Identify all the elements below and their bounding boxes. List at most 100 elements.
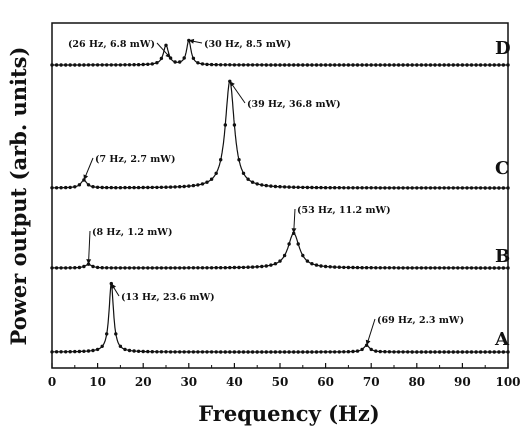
data-point — [200, 350, 205, 354]
data-point — [387, 63, 392, 67]
data-point — [150, 350, 154, 354]
data-point — [105, 266, 109, 270]
data-point — [100, 185, 104, 190]
data-point — [506, 350, 510, 354]
data-point — [82, 349, 86, 353]
data-point — [237, 350, 241, 354]
data-point — [292, 185, 296, 189]
data-point — [223, 63, 227, 67]
data-point — [264, 264, 268, 268]
data-point — [442, 63, 446, 67]
data-point — [374, 266, 378, 270]
data-point — [351, 349, 355, 354]
data-point — [209, 177, 214, 181]
data-point — [305, 259, 310, 263]
data-point — [451, 266, 455, 270]
data-point — [136, 349, 141, 353]
data-point — [337, 265, 341, 269]
data-point — [278, 350, 282, 354]
data-point — [488, 186, 492, 190]
data-point — [342, 63, 346, 67]
data-point — [209, 62, 214, 67]
data-point — [333, 63, 337, 67]
data-point — [333, 265, 337, 269]
data-point — [219, 350, 223, 354]
data-point — [364, 63, 369, 67]
data-point — [168, 266, 173, 270]
data-point — [351, 265, 355, 270]
data-point — [146, 185, 150, 190]
data-point — [191, 266, 196, 270]
data-point — [273, 63, 278, 67]
data-point — [246, 177, 250, 181]
data-point — [86, 349, 91, 353]
data-point — [54, 266, 59, 270]
data-point — [50, 63, 54, 67]
data-point — [150, 266, 154, 270]
data-point — [501, 266, 506, 270]
data-point — [392, 266, 396, 270]
data-point — [114, 186, 118, 190]
data-point — [333, 350, 337, 354]
data-point — [355, 349, 360, 353]
data-point — [310, 185, 314, 190]
data-point — [159, 266, 164, 270]
peak-annotation: (30 Hz, 8.5 mW) — [204, 39, 291, 50]
data-point — [255, 63, 259, 67]
x-tick-label: 0 — [48, 375, 56, 389]
annotation-arrow — [87, 230, 91, 265]
data-point — [396, 63, 401, 67]
data-point — [68, 266, 72, 270]
data-point — [333, 186, 337, 190]
data-point — [187, 184, 191, 188]
data-point — [374, 63, 378, 67]
data-point — [483, 350, 487, 354]
peak-annotation: (8 Hz, 1.2 mW) — [92, 227, 172, 238]
data-point — [205, 266, 209, 270]
data-point — [451, 350, 455, 354]
data-point — [415, 266, 419, 270]
data-point — [191, 56, 196, 60]
data-point — [264, 183, 268, 188]
data-point — [351, 63, 355, 67]
data-point — [310, 262, 314, 266]
peak-annotation: (26 Hz, 6.8 mW) — [68, 39, 155, 50]
series-line-C — [52, 80, 508, 189]
data-point — [173, 350, 177, 354]
data-point — [278, 63, 282, 67]
trace-label-C: C — [495, 158, 509, 179]
data-point — [410, 63, 414, 67]
data-point — [428, 266, 433, 270]
data-point — [196, 266, 200, 270]
data-point — [346, 63, 351, 67]
data-point — [378, 186, 382, 190]
data-point — [228, 63, 232, 67]
x-tick-label: 10 — [89, 375, 106, 389]
data-point — [456, 186, 460, 190]
data-point — [200, 182, 205, 186]
data-point — [50, 350, 54, 354]
data-point — [492, 266, 496, 270]
data-point — [364, 186, 369, 190]
data-point — [95, 185, 100, 189]
data-point — [465, 266, 469, 270]
data-point — [319, 185, 323, 190]
data-point — [424, 63, 428, 67]
data-point — [168, 185, 173, 189]
data-point — [73, 185, 77, 189]
data-point — [118, 266, 123, 270]
data-point — [456, 266, 460, 270]
data-point — [506, 63, 510, 67]
data-point — [232, 350, 237, 354]
data-point — [378, 266, 382, 270]
data-point — [164, 350, 168, 354]
data-point — [182, 56, 186, 60]
data-point — [342, 186, 346, 190]
data-point — [301, 185, 305, 190]
data-point — [342, 350, 346, 354]
data-point — [433, 266, 437, 270]
data-point — [465, 186, 469, 190]
data-point — [173, 266, 177, 270]
data-point — [132, 349, 136, 353]
data-point — [451, 186, 455, 190]
